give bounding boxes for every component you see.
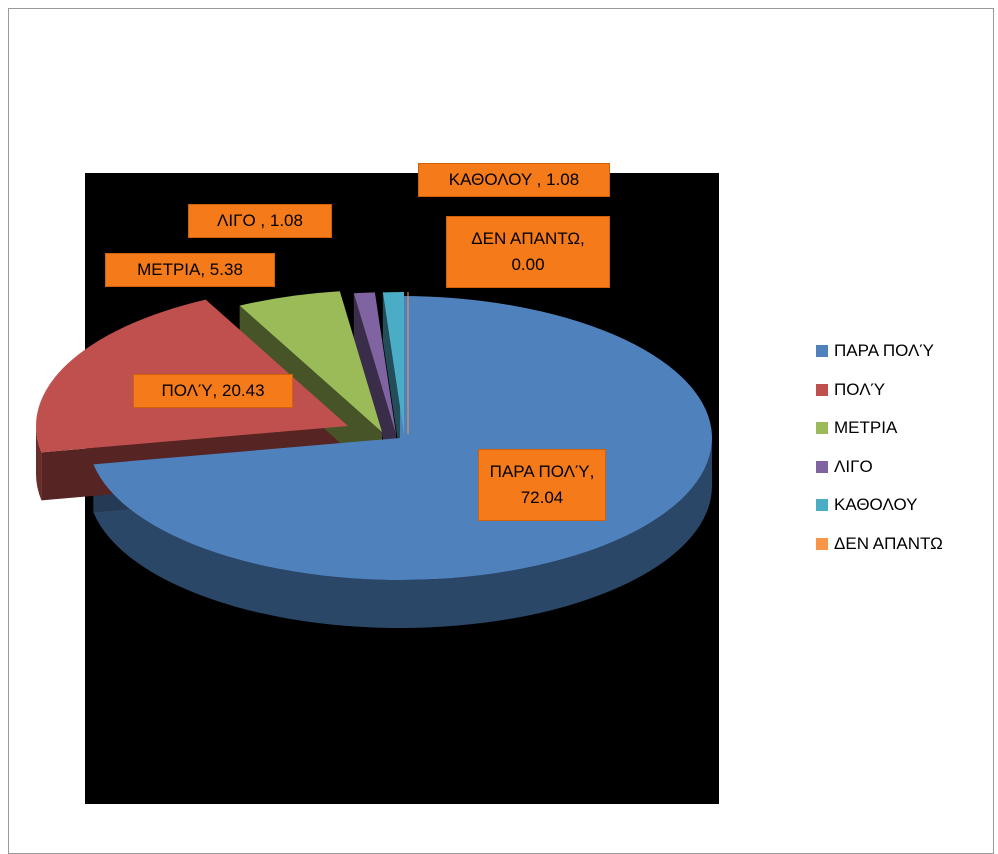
legend-label: ΔΕΝ ΑΠΑΝΤΩ <box>834 533 943 553</box>
legend-swatch <box>816 499 828 511</box>
legend-label: ΛΙΓΟ <box>834 456 873 476</box>
data-label: ΠΟΛΎ, 20.43 <box>133 374 293 408</box>
data-label: ΛΙΓΟ , 1.08 <box>188 204 332 238</box>
pie-slice-wall <box>239 305 382 480</box>
data-label: ΚΑΘΟΛΟΥ , 1.08 <box>418 163 610 197</box>
legend-label: ΜΕΤΡΙΑ <box>834 418 898 437</box>
data-label: ΜΕΤΡΙΑ, 5.38 <box>105 253 275 287</box>
legend-swatch <box>816 422 828 434</box>
pie-slice-wall <box>382 292 404 482</box>
pie-slice-καθολου <box>382 292 404 434</box>
legend-swatch <box>816 460 828 473</box>
legend-swatch <box>816 383 828 396</box>
legend-item: ΠΑΡΑ ΠΟΛΎ <box>816 340 943 362</box>
chart-title: ΕΡΩΤΗΣΗ 14 <box>386 770 632 812</box>
legend-item: ΔΕΝ ΑΠΑΝΤΩ <box>816 533 943 555</box>
legend-swatch <box>816 537 828 550</box>
pie-slice-λιγο <box>353 292 396 434</box>
pie-slice-side <box>36 426 42 501</box>
data-label: ΠΑΡΑ ΠΟΛΎ, 72.04 <box>478 449 606 521</box>
legend-item: ΜΕΤΡΙΑ <box>816 417 943 439</box>
legend-label: ΠΑΡΑ ΠΟΛΎ <box>834 341 934 360</box>
pie-slice-side <box>93 438 712 629</box>
pie-slice-wall <box>353 293 396 482</box>
legend: ΠΑΡΑ ΠΟΛΎ ΠΟΛΎ ΜΕΤΡΙΑ ΛΙΓΟ ΚΑΘΟΛΟΥ ΔΕΝ ΑΠΑΝΤΩ <box>816 340 943 571</box>
legend-item: ΛΙΓΟ <box>816 456 943 478</box>
data-label: ΔΕΝ ΑΠΑΝΤΩ, 0.00 <box>446 216 610 288</box>
pie-slice-μετρια <box>239 291 382 432</box>
legend-item: ΠΟΛΎ <box>816 379 943 401</box>
legend-swatch <box>816 345 828 357</box>
legend-item: ΚΑΘΟΛΟΥ <box>816 494 943 516</box>
legend-label: ΠΟΛΎ <box>834 379 886 399</box>
legend-label: ΚΑΘΟΛΟΥ <box>834 495 918 514</box>
